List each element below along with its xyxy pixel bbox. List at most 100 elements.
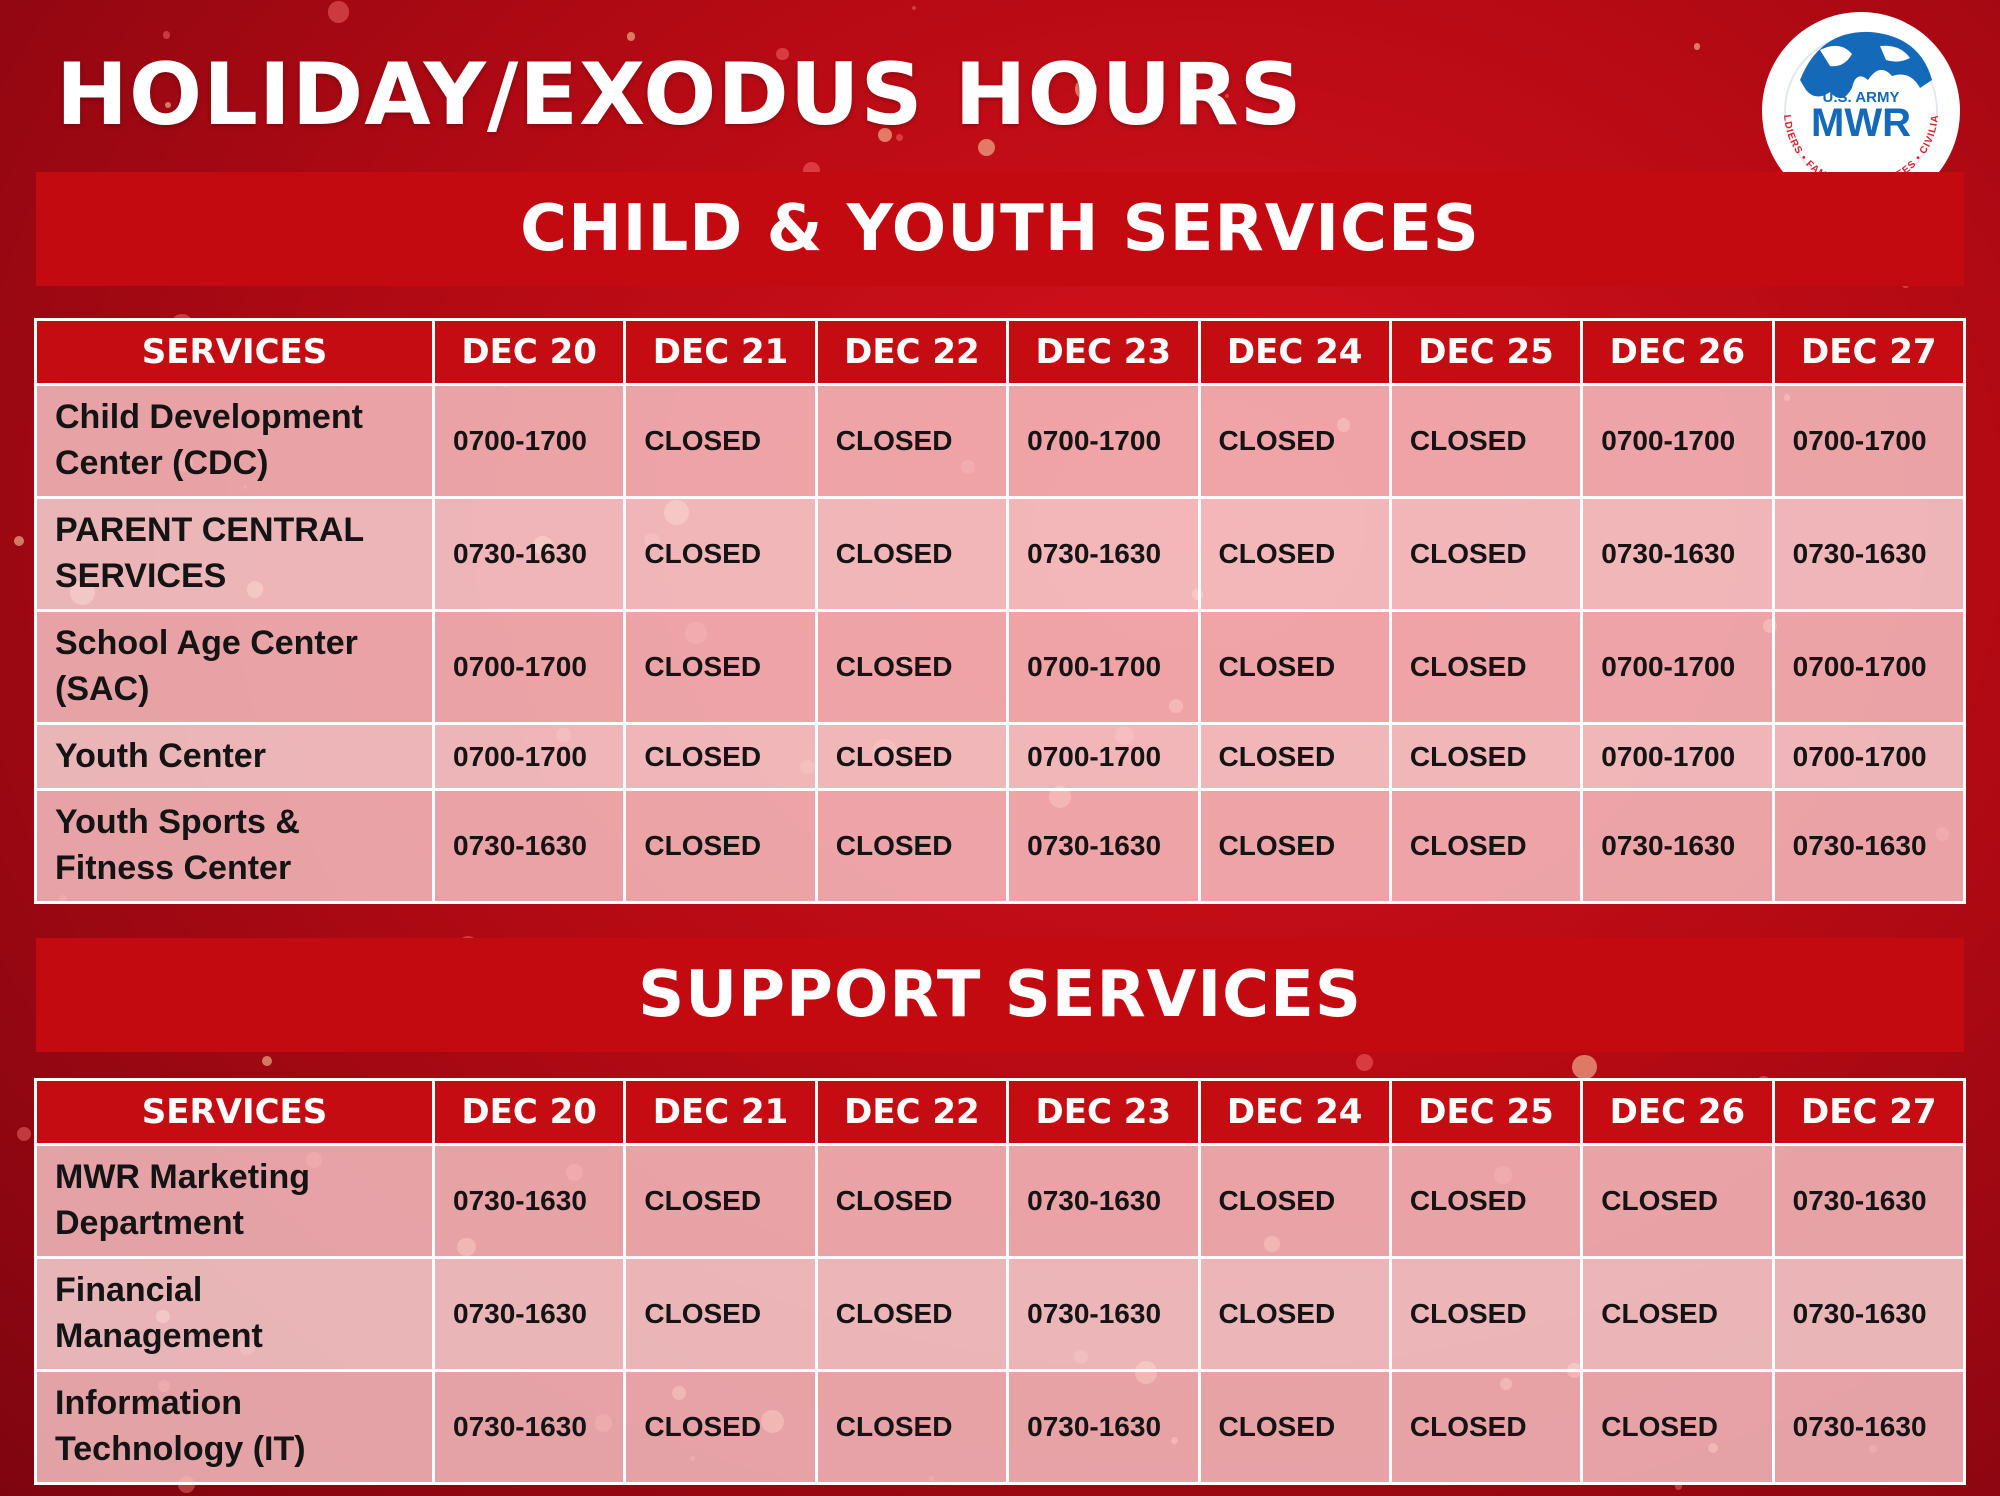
table-row: PARENT CENTRAL SERVICES 0730-1630 CLOSED CL… [34,496,1967,612]
hours-cell: CLOSED [814,722,1010,791]
hours-cell: 0700-1700 [1771,722,1967,791]
table-row: Youth Center 0700-1700 CLOSED CLOSED 0700-17… [34,722,1967,791]
column-header-date: DEC 22 [814,318,1010,386]
hours-cell: CLOSED [1388,722,1584,791]
hours-cell: 0730-1630 [1006,1256,1201,1372]
service-name-cell: Youth Sports & Fitness Center [34,788,435,904]
hours-cell: 0700-1700 [431,383,627,499]
hours-cell: CLOSED [623,383,818,499]
hours-cell: CLOSED [1197,1256,1392,1372]
table-row: Information Technology (IT) 0730-1630 CLOS… [34,1369,1967,1485]
globe-icon [1800,31,1932,99]
hours-cell: 0730-1630 [1771,496,1967,612]
hours-cell: CLOSED [1388,1256,1584,1372]
hours-cell: 0730-1630 [1580,788,1775,904]
hours-cell: 0730-1630 [1006,1143,1201,1259]
hours-cell: 0730-1630 [1006,496,1201,612]
hours-cell: 0700-1700 [1006,609,1201,725]
column-header-date: DEC 23 [1006,1078,1201,1146]
table-row: Financial Management 0730-1630 CLOSED CLOSE… [34,1256,1967,1372]
service-name-cell: PARENT CENTRAL SERVICES [34,496,435,612]
service-name-cell: School Age Center (SAC) [34,609,435,725]
section-banner-text: SUPPORT SERVICES [638,958,1362,1032]
hours-cell: 0730-1630 [1771,1369,1967,1485]
column-header-date: DEC 20 [431,1078,627,1146]
column-header-date: DEC 27 [1771,1078,1967,1146]
hours-cell: 0730-1630 [431,1256,627,1372]
hours-cell: CLOSED [623,1256,818,1372]
service-name-cell: Information Technology (IT) [34,1369,435,1485]
column-header-date: DEC 24 [1197,1078,1392,1146]
hours-cell: CLOSED [1197,1143,1392,1259]
hours-cell: CLOSED [1197,1369,1392,1485]
table-row: School Age Center (SAC) 0700-1700 CLOSED CL… [34,609,1967,725]
service-name-cell: Youth Center [34,722,435,791]
hours-cell: 0700-1700 [1580,609,1775,725]
hours-cell: 0700-1700 [431,609,627,725]
hours-cell: 0700-1700 [431,722,627,791]
section-banner-text: CHILD & YOUTH SERVICES [520,192,1480,266]
hours-cell: CLOSED [1388,609,1584,725]
hours-cell: CLOSED [1197,788,1392,904]
hours-cell: 0700-1700 [1580,383,1775,499]
hours-cell: 0700-1700 [1771,383,1967,499]
hours-cell: CLOSED [1580,1256,1775,1372]
hours-cell: 0730-1630 [431,1143,627,1259]
logo-top-text: U.S. ARMY [1823,89,1900,106]
hours-cell: 0730-1630 [1006,1369,1201,1485]
hours-cell: CLOSED [1388,1143,1584,1259]
hours-cell: CLOSED [1388,1369,1584,1485]
hours-cell: CLOSED [1580,1143,1775,1259]
column-header-date: DEC 22 [814,1078,1010,1146]
hours-cell: CLOSED [814,383,1010,499]
column-header-date: DEC 23 [1006,318,1201,386]
hours-cell: 0730-1630 [431,1369,627,1485]
hours-cell: CLOSED [623,788,818,904]
hours-cell: CLOSED [623,1369,818,1485]
hours-cell: CLOSED [814,1143,1010,1259]
column-header-date: DEC 27 [1771,318,1967,386]
column-header-date: DEC 25 [1388,318,1584,386]
hours-cell: CLOSED [623,1143,818,1259]
hours-cell: 0730-1630 [431,788,627,904]
column-header-services: SERVICES [34,318,435,386]
hours-cell: 0730-1630 [431,496,627,612]
service-name-cell: MWR Marketing Department [34,1143,435,1259]
section-banner-support: SUPPORT SERVICES [36,938,1964,1052]
service-name-cell: Child Development Center (CDC) [34,383,435,499]
hours-cell: 0700-1700 [1006,722,1201,791]
hours-cell: 0700-1700 [1580,722,1775,791]
page-title: HOLIDAY/EXODUS HOURS [56,45,1303,145]
hours-cell: 0730-1630 [1771,1143,1967,1259]
hours-cell: CLOSED [623,609,818,725]
table-row: Youth Sports & Fitness Center 0730-1630 CL… [34,788,1967,904]
hours-cell: CLOSED [1197,609,1392,725]
hours-cell: CLOSED [814,609,1010,725]
hours-cell: CLOSED [1197,383,1392,499]
hours-cell: CLOSED [814,1369,1010,1485]
hours-cell: CLOSED [814,1256,1010,1372]
table-row: MWR Marketing Department 0730-1630 CLOSED C… [34,1143,1967,1259]
table-header-row: SERVICES DEC 20 DEC 21 DEC 22 DEC 23 DEC… [34,318,1967,386]
hours-cell: 0700-1700 [1771,609,1967,725]
column-header-date: DEC 26 [1580,1078,1775,1146]
service-name-cell: Financial Management [34,1256,435,1372]
hours-cell: CLOSED [1388,496,1584,612]
hours-cell: CLOSED [623,722,818,791]
column-header-date: DEC 20 [431,318,627,386]
hours-cell: CLOSED [1197,722,1392,791]
column-header-date: DEC 24 [1197,318,1392,386]
column-header-date: DEC 26 [1580,318,1775,386]
child-youth-hours-table: SERVICES DEC 20 DEC 21 DEC 22 DEC 23 DEC… [34,318,1967,904]
hours-cell: CLOSED [814,788,1010,904]
hours-cell: CLOSED [1197,496,1392,612]
support-hours-table: SERVICES DEC 20 DEC 21 DEC 22 DEC 23 DEC… [34,1078,1967,1485]
table-row: Child Development Center (CDC) 0700-1700 C… [34,383,1967,499]
hours-cell: 0730-1630 [1006,788,1201,904]
hours-cell: 0700-1700 [1006,383,1201,499]
mwr-logo: U.S. ARMY MWR SOLDIERS • FAMILIES • RETI… [1756,2,1962,212]
column-header-date: DEC 25 [1388,1078,1584,1146]
hours-cell: 0730-1630 [1771,788,1967,904]
hours-cell: CLOSED [1580,1369,1775,1485]
logo-name: MWR [1811,101,1911,145]
